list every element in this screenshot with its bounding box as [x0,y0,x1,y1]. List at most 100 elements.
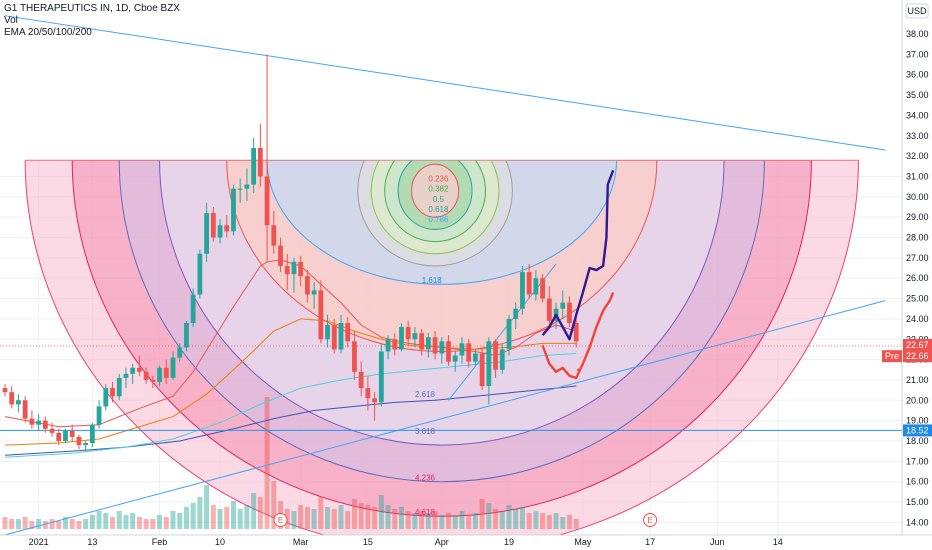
volume-bar [446,513,452,529]
volume-bar [358,503,364,529]
volume-bar [116,511,122,529]
time-axis[interactable]: 2021 13 Feb 10 Mar 15 Apr 19 May 17 Jun 14 E E [0,513,932,550]
candle-body [278,245,283,266]
candle-body [42,420,48,429]
volume-bar [553,513,559,529]
red-projection-path [541,291,615,380]
fib-level-label: 0.236 [428,174,449,183]
volume-bar [244,505,250,529]
candle-body [237,188,243,190]
volume-bar [432,511,438,529]
volume-bar [76,521,82,529]
volume-bar [506,505,512,529]
candle-body [325,325,330,340]
volume-bar [230,501,236,529]
volume-bar [298,505,304,529]
candle-body [116,377,122,397]
volume-label[interactable]: Vol [4,15,18,26]
ascending-trendline [0,300,886,537]
time-tick-label: 13 [87,537,97,547]
candle-body [486,341,492,387]
candle-body [130,367,136,374]
candle-body [540,278,545,299]
volume-bar [425,513,431,529]
volume-bar [163,517,169,529]
volume-bar [486,503,492,529]
price-tags: 22.67 Pre 22.66 18.52 [882,338,932,437]
volume-bar [560,517,566,529]
candle-body [224,225,230,232]
volume-bar [237,509,243,529]
candle-body [311,290,317,295]
volume-bar [9,519,15,529]
candle-body [184,322,189,348]
candlesticks [2,54,580,452]
earnings-marker-label: E [278,516,283,525]
level-price-value: 18.52 [906,425,929,435]
candle-body [9,392,15,405]
volume-bar [89,515,95,529]
volume-bar [110,517,116,529]
volume-bar [493,509,499,529]
candle-body [392,339,398,350]
volume-bar [69,519,75,529]
purple-projection-path [541,169,615,341]
earnings-marker [643,513,658,527]
volume-bar [15,519,21,529]
candle-body [305,276,310,295]
time-tick-label: 15 [363,537,373,547]
candle-body [284,265,290,275]
volume-bar [479,499,485,529]
candle-body [76,436,82,446]
candle-body [36,420,41,425]
symbol-title[interactable]: G1 THERAPEUTICS IN, 1D, Cboe BZX [4,3,180,14]
time-tick-label: Apr [435,537,449,547]
candle-body [244,184,250,189]
level-price-tag [903,424,932,437]
volume-bar [49,519,55,529]
volume-bar [143,519,149,529]
currency-button-label[interactable]: USD [907,6,927,16]
volume-bar [499,511,505,529]
candle-body [331,325,337,350]
time-tick-label: 2021 [29,537,49,547]
candle-body [385,339,391,352]
candle-body [210,213,216,238]
pre-price-tag [903,350,932,363]
price-axis[interactable]: 14.00 15.00 16.00 17.00 18.00 19.00 20.00 21.00… [901,0,932,550]
volume-bar [36,519,42,529]
volume-bar [385,505,391,529]
candle-body [533,278,539,295]
fib-level-label: 4.236 [415,474,436,483]
volume-bar [103,513,109,529]
pre-label-tag [882,350,902,363]
candle-body [526,272,532,295]
price-tick-label: 38.00 [906,29,929,39]
volume-bar [459,511,465,529]
ema-label[interactable]: EMA 20/50/100/200 [4,27,92,38]
fib-level-label: 0.786 [428,215,449,224]
candle-body [513,308,519,319]
volume-bar [573,519,579,529]
candle-body [493,341,498,370]
candle-body [143,371,149,380]
volume-bar [466,515,472,529]
price-tick-label: 32.00 [906,151,929,161]
volume-bar [204,485,210,529]
candle-body [520,272,525,309]
fib-level-label: 3.618 [415,427,436,436]
volume-bar [42,521,48,529]
volume-bar [291,511,297,529]
price-tick-label: 21.00 [906,375,929,385]
volume-bar [251,493,257,529]
time-tick-label: Mar [293,537,309,547]
volume-bar [197,497,203,529]
volume-bar [22,517,28,529]
volume-bar [177,513,183,529]
candle-body [439,341,445,354]
candle-body [69,430,75,437]
currency-button [905,3,929,19]
price-tick-label: 36.00 [906,70,929,80]
volume-bar [96,511,102,529]
